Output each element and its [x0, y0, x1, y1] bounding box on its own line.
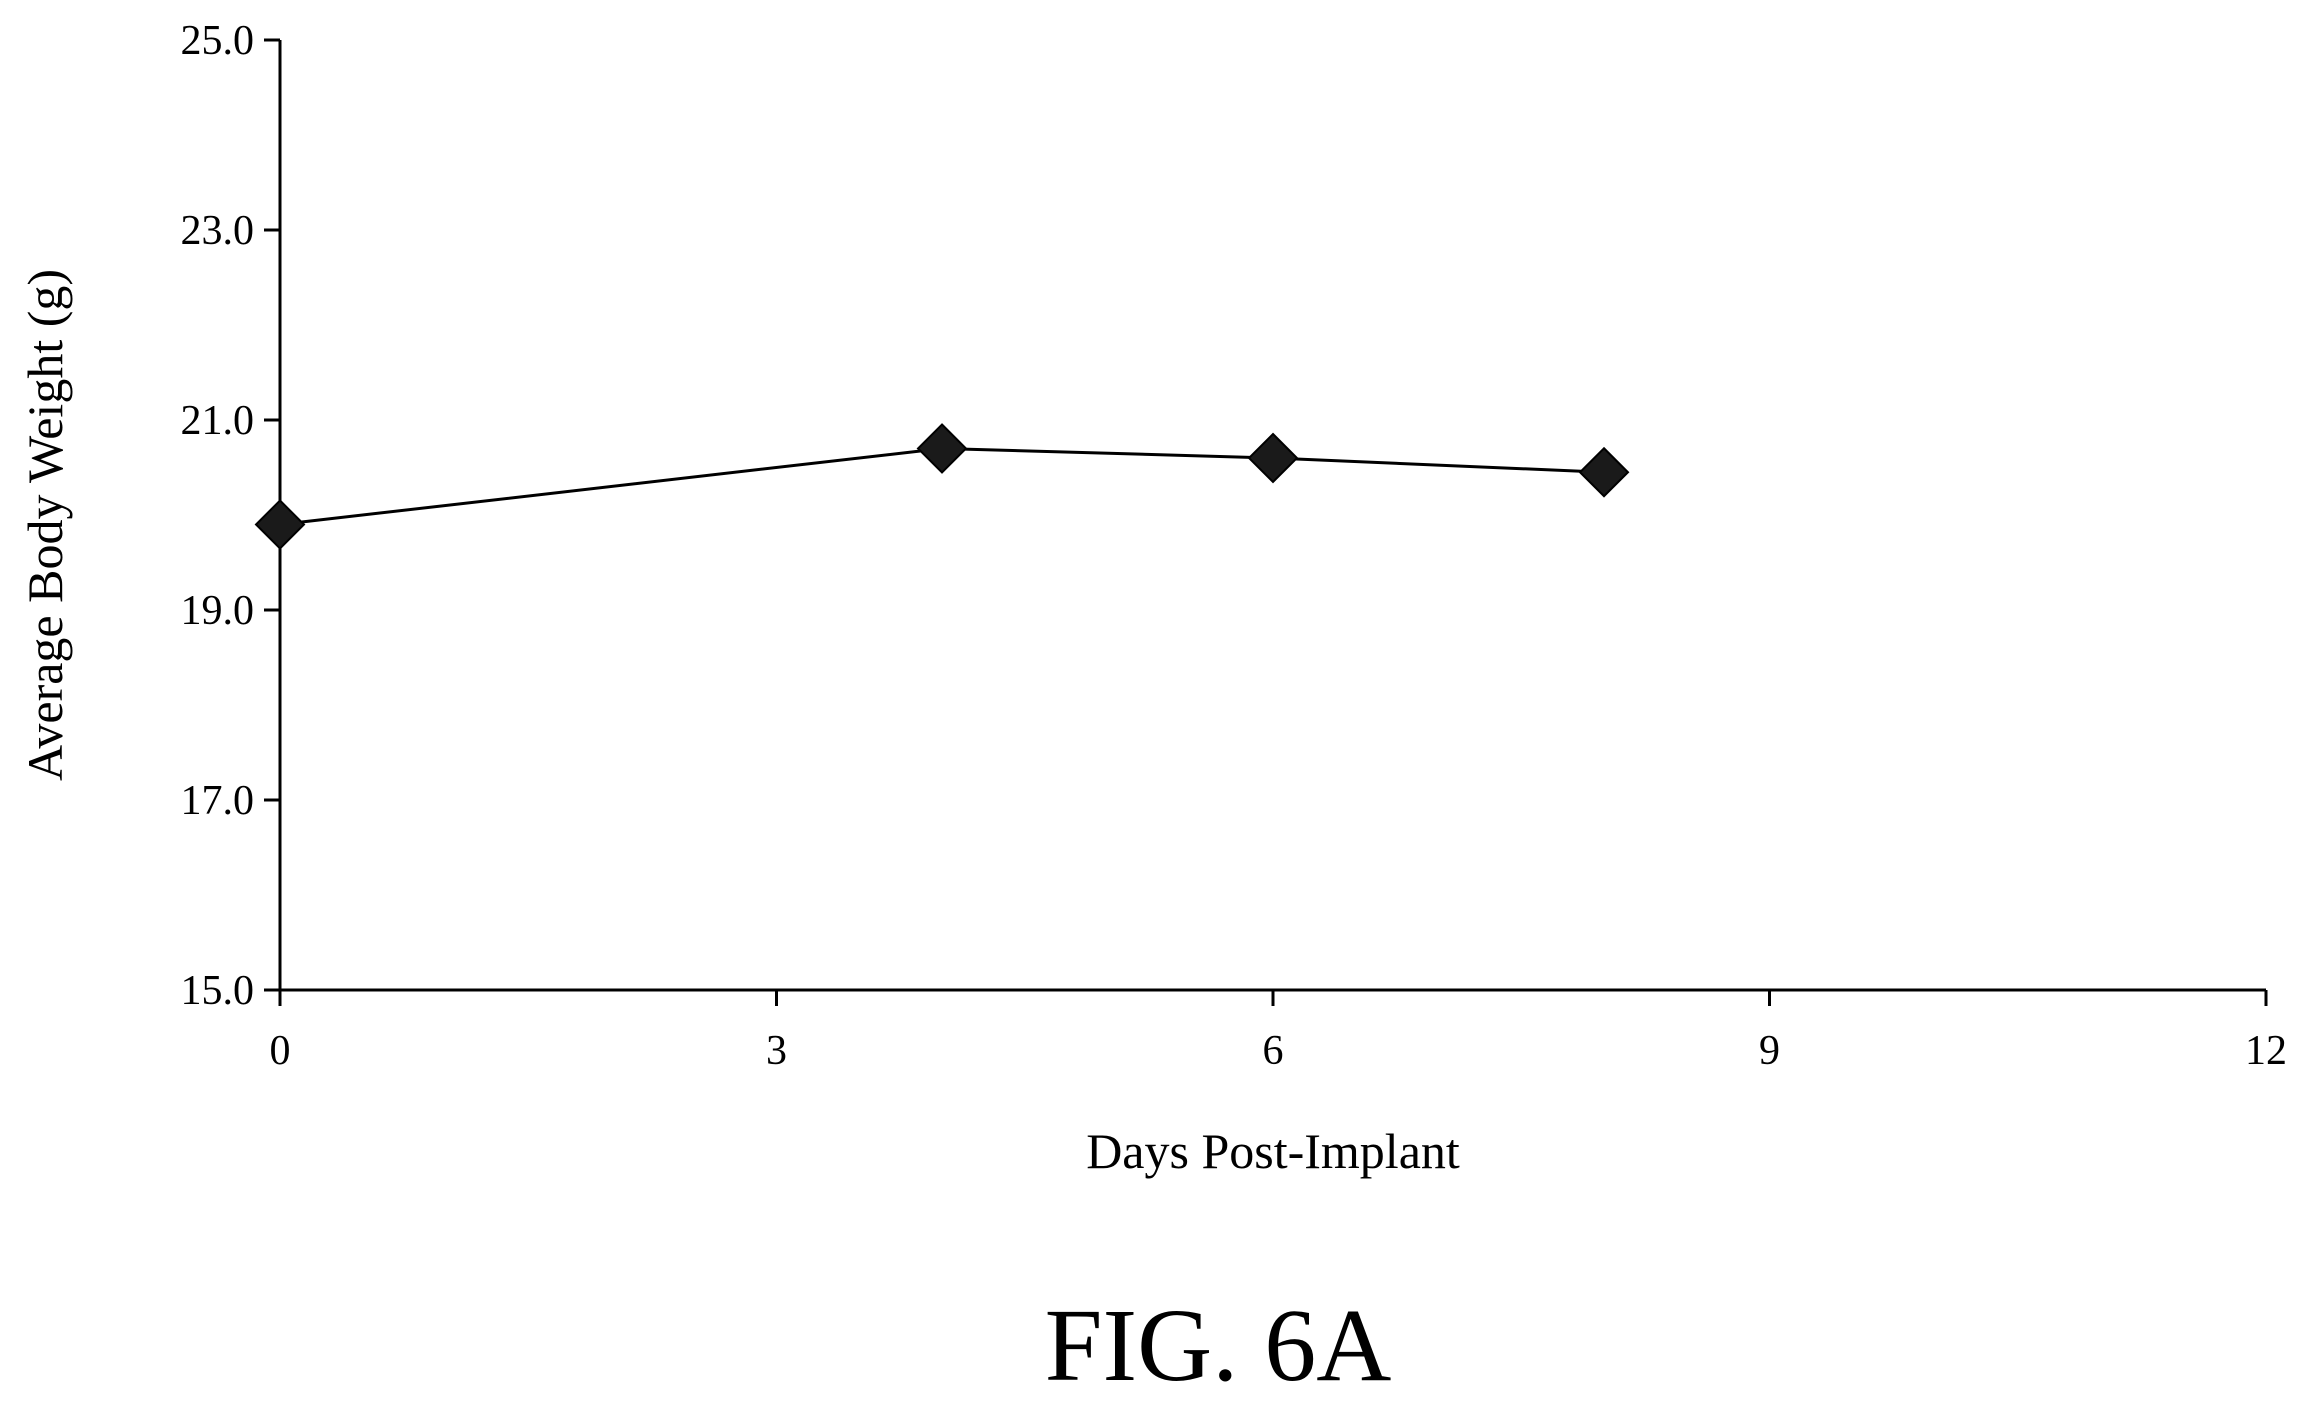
- y-tick-label: 17.0: [181, 778, 255, 824]
- y-axis-label: Average Body Weight (g): [17, 269, 73, 781]
- y-tick-label: 21.0: [181, 398, 255, 444]
- y-tick-label: 19.0: [181, 588, 255, 634]
- plot-area: 15.0 17.0 19.0 21.0 23.0 25.0 0 3 6 9 12: [181, 18, 2288, 1074]
- y-tick-label: 23.0: [181, 208, 255, 254]
- x-tick-label: 0: [270, 1028, 291, 1074]
- y-tick-label: 25.0: [181, 18, 255, 64]
- x-tick-label: 3: [766, 1028, 787, 1074]
- x-tick-label: 6: [1263, 1028, 1284, 1074]
- x-axis-label: Days Post-Implant: [1086, 1123, 1460, 1179]
- data-point-diamond: [254, 499, 306, 550]
- data-point-diamond: [1578, 446, 1630, 498]
- series-line: [279, 446, 1605, 526]
- x-tick-label: 9: [1759, 1028, 1780, 1074]
- x-tick-label: 12: [2245, 1028, 2287, 1074]
- data-point-diamond: [916, 423, 968, 474]
- y-tick-label: 15.0: [181, 968, 255, 1014]
- figure-label: FIG. 6A: [1045, 1288, 1392, 1403]
- data-point-diamond: [1247, 432, 1299, 484]
